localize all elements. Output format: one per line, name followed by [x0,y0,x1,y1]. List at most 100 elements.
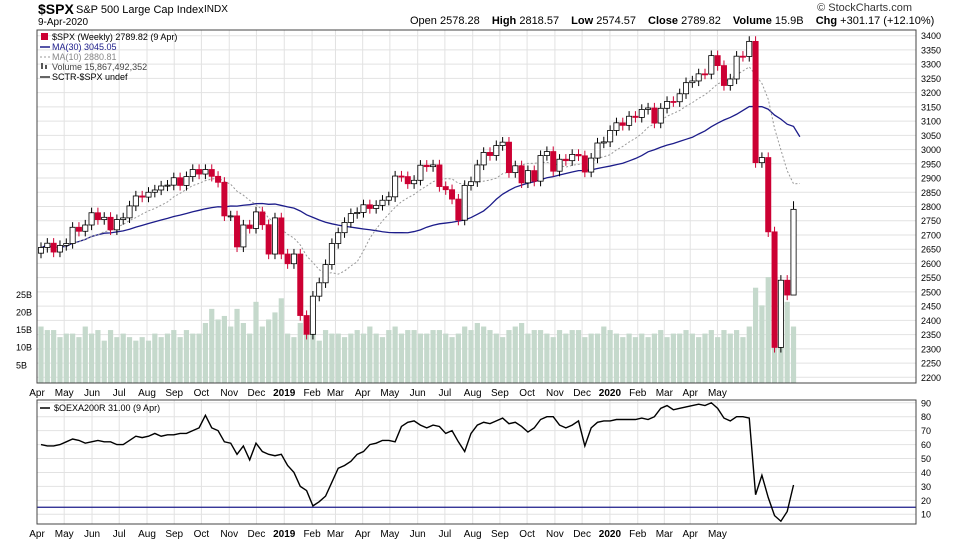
candle-body[interactable] [619,122,626,126]
candle-body[interactable] [183,176,190,186]
candle-body[interactable] [765,157,772,233]
candle-body[interactable] [657,107,664,124]
candle-body[interactable] [113,219,120,231]
candle-body[interactable] [613,122,620,131]
candle-body[interactable] [398,175,405,178]
candle-body[interactable] [347,213,354,223]
candle-body[interactable] [290,253,297,265]
candle-body[interactable] [588,157,595,173]
candle-body[interactable] [581,155,588,173]
candle-body[interactable] [733,55,740,80]
candle-body[interactable] [120,217,127,220]
candle-body[interactable] [208,169,215,177]
candle-body[interactable] [132,195,139,207]
candle-body[interactable] [499,141,506,146]
candle-body[interactable] [373,204,380,209]
candle-body[interactable] [607,130,614,143]
candle-body[interactable] [189,169,196,178]
candle-body[interactable] [94,212,101,220]
candle-body[interactable] [278,217,285,255]
candle-body[interactable] [265,224,272,255]
candle-body[interactable] [170,177,177,186]
candle-body[interactable] [771,231,778,348]
candle-body[interactable] [524,170,531,184]
candle-body[interactable] [221,181,228,217]
candle-body[interactable] [303,315,310,335]
candle-body[interactable] [240,224,247,248]
candle-body[interactable] [562,158,569,162]
candle-body[interactable] [442,186,449,191]
candle-body[interactable] [335,232,342,244]
candle-body[interactable] [739,55,746,58]
candle-body[interactable] [493,145,500,156]
candle-body[interactable] [404,176,411,185]
candle-body[interactable] [385,196,392,201]
candle-body[interactable] [202,169,209,175]
candle-body[interactable] [575,154,582,157]
candle-body[interactable] [297,253,304,316]
candle-body[interactable] [701,73,708,76]
candle-body[interactable] [101,216,108,220]
candle-body[interactable] [569,154,576,162]
candle-body[interactable] [518,165,525,184]
candle-body[interactable] [455,198,462,221]
candle-body[interactable] [695,73,702,82]
candle-body[interactable] [44,242,51,248]
candle-body[interactable] [714,55,721,66]
candle-body[interactable] [253,211,260,229]
candle-body[interactable] [676,93,683,103]
candle-body[interactable] [234,215,241,248]
candle-body[interactable] [683,82,690,95]
candle-body[interactable] [107,216,114,231]
candle-body[interactable] [752,40,759,164]
candle-body[interactable] [556,158,563,172]
candle-body[interactable] [88,212,95,226]
candle-body[interactable] [784,279,791,296]
candle-body[interactable] [341,222,348,234]
candle-body[interactable] [354,212,361,215]
candle-body[interactable] [196,169,203,175]
candle-body[interactable] [271,217,278,255]
candle-body[interactable] [246,224,253,229]
candle-body[interactable] [746,40,753,57]
candle-body[interactable] [594,142,601,159]
candle-body[interactable] [366,204,373,209]
candle-body[interactable] [461,185,468,221]
candle-body[interactable] [600,141,607,144]
candle-body[interactable] [638,109,645,118]
candle-body[interactable] [474,164,481,183]
candle-body[interactable] [727,78,734,86]
candle-body[interactable] [379,199,386,206]
stockcharts-brand[interactable]: © StockCharts.com [817,2,912,14]
candle-body[interactable] [139,195,146,198]
candle-body[interactable] [63,243,70,246]
candle-body[interactable] [480,152,487,166]
candle-body[interactable] [69,226,76,244]
candle-body[interactable] [720,65,727,86]
candle-body[interactable] [436,164,443,187]
candle-body[interactable] [423,164,430,168]
candle-body[interactable] [411,179,418,185]
candle-body[interactable] [468,181,475,186]
candle-body[interactable] [430,164,437,168]
candle-body[interactable] [645,107,652,110]
candle-body[interactable] [360,204,367,213]
candle-body[interactable] [392,175,399,198]
candle-body[interactable] [158,185,165,191]
candle-body[interactable] [537,155,544,182]
candle-body[interactable] [626,115,633,126]
candle-body[interactable] [531,170,538,182]
candle-body[interactable] [50,242,57,253]
candle-body[interactable] [38,247,45,254]
candle-body[interactable] [689,80,696,84]
candle-body[interactable] [316,282,323,297]
candle-body[interactable] [309,295,316,335]
candle-body[interactable] [82,224,89,232]
candle-body[interactable] [164,184,171,187]
candle-body[interactable] [328,243,335,265]
candle-body[interactable] [505,141,512,174]
candle-body[interactable] [777,279,784,348]
candle-body[interactable] [56,245,63,253]
candle-body[interactable] [543,151,550,156]
